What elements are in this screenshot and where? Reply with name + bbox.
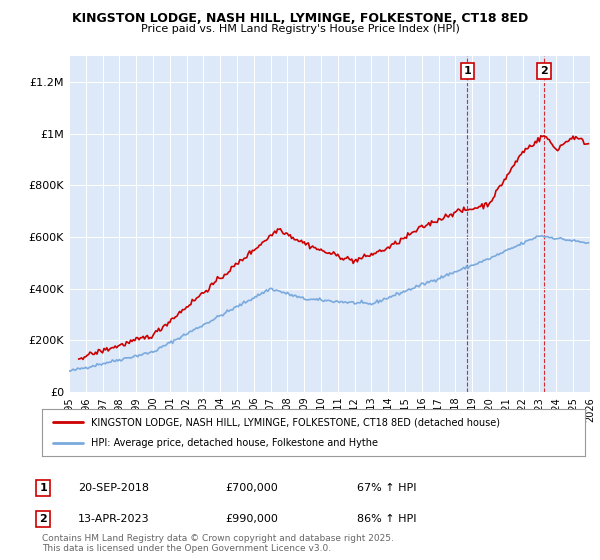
Text: Price paid vs. HM Land Registry's House Price Index (HPI): Price paid vs. HM Land Registry's House … — [140, 24, 460, 34]
Text: 13-APR-2023: 13-APR-2023 — [78, 514, 149, 524]
Text: Contains HM Land Registry data © Crown copyright and database right 2025.
This d: Contains HM Land Registry data © Crown c… — [42, 534, 394, 553]
Text: 86% ↑ HPI: 86% ↑ HPI — [357, 514, 416, 524]
Text: 1: 1 — [40, 483, 47, 493]
Text: KINGSTON LODGE, NASH HILL, LYMINGE, FOLKESTONE, CT18 8ED: KINGSTON LODGE, NASH HILL, LYMINGE, FOLK… — [72, 12, 528, 25]
Text: 20-SEP-2018: 20-SEP-2018 — [78, 483, 149, 493]
Text: 2: 2 — [40, 514, 47, 524]
Text: £700,000: £700,000 — [225, 483, 278, 493]
Text: HPI: Average price, detached house, Folkestone and Hythe: HPI: Average price, detached house, Folk… — [91, 438, 378, 448]
Text: 1: 1 — [464, 66, 472, 76]
Text: KINGSTON LODGE, NASH HILL, LYMINGE, FOLKESTONE, CT18 8ED (detached house): KINGSTON LODGE, NASH HILL, LYMINGE, FOLK… — [91, 417, 500, 427]
Text: £990,000: £990,000 — [225, 514, 278, 524]
Text: 67% ↑ HPI: 67% ↑ HPI — [357, 483, 416, 493]
Text: 2: 2 — [540, 66, 548, 76]
